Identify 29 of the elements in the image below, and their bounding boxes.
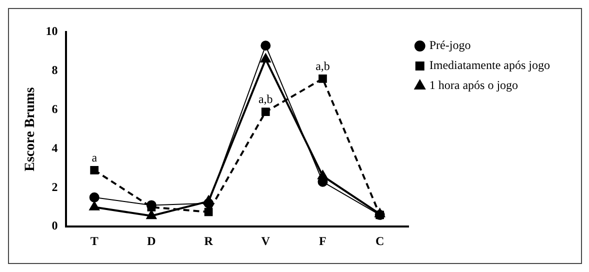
point <box>146 210 156 220</box>
point <box>261 108 270 116</box>
point <box>204 208 213 216</box>
y-axis-title: Escore Brums <box>23 86 38 172</box>
y-tick-label: 10 <box>46 24 58 38</box>
legend-label: 1 hora após o jogo <box>429 78 518 92</box>
annotation: a,b <box>316 58 330 73</box>
y-tick-label: 4 <box>52 140 58 155</box>
y-tick-label: 0 <box>52 218 58 233</box>
y-tick-label: 2 <box>52 180 58 194</box>
point <box>260 40 271 51</box>
point <box>89 202 100 210</box>
point <box>90 166 99 174</box>
x-tick-label: T <box>90 234 98 248</box>
point <box>204 198 214 208</box>
annotation: a,b <box>258 92 273 106</box>
point <box>89 192 100 202</box>
y-tick-label: 8 <box>52 63 58 78</box>
x-tick-label: F <box>319 234 326 248</box>
y-tick-label: 6 <box>52 102 58 116</box>
x-tick-label: V <box>261 234 270 248</box>
legend-label: Pré-jogo <box>429 38 471 52</box>
point <box>318 74 327 83</box>
x-tick-label: R <box>204 234 214 248</box>
annotation: a <box>92 150 98 164</box>
point <box>260 54 271 62</box>
x-tick-label: D <box>147 234 156 248</box>
x-tick-label: C <box>375 234 384 248</box>
legend-label: Imediatamente após jogo <box>429 58 550 72</box>
